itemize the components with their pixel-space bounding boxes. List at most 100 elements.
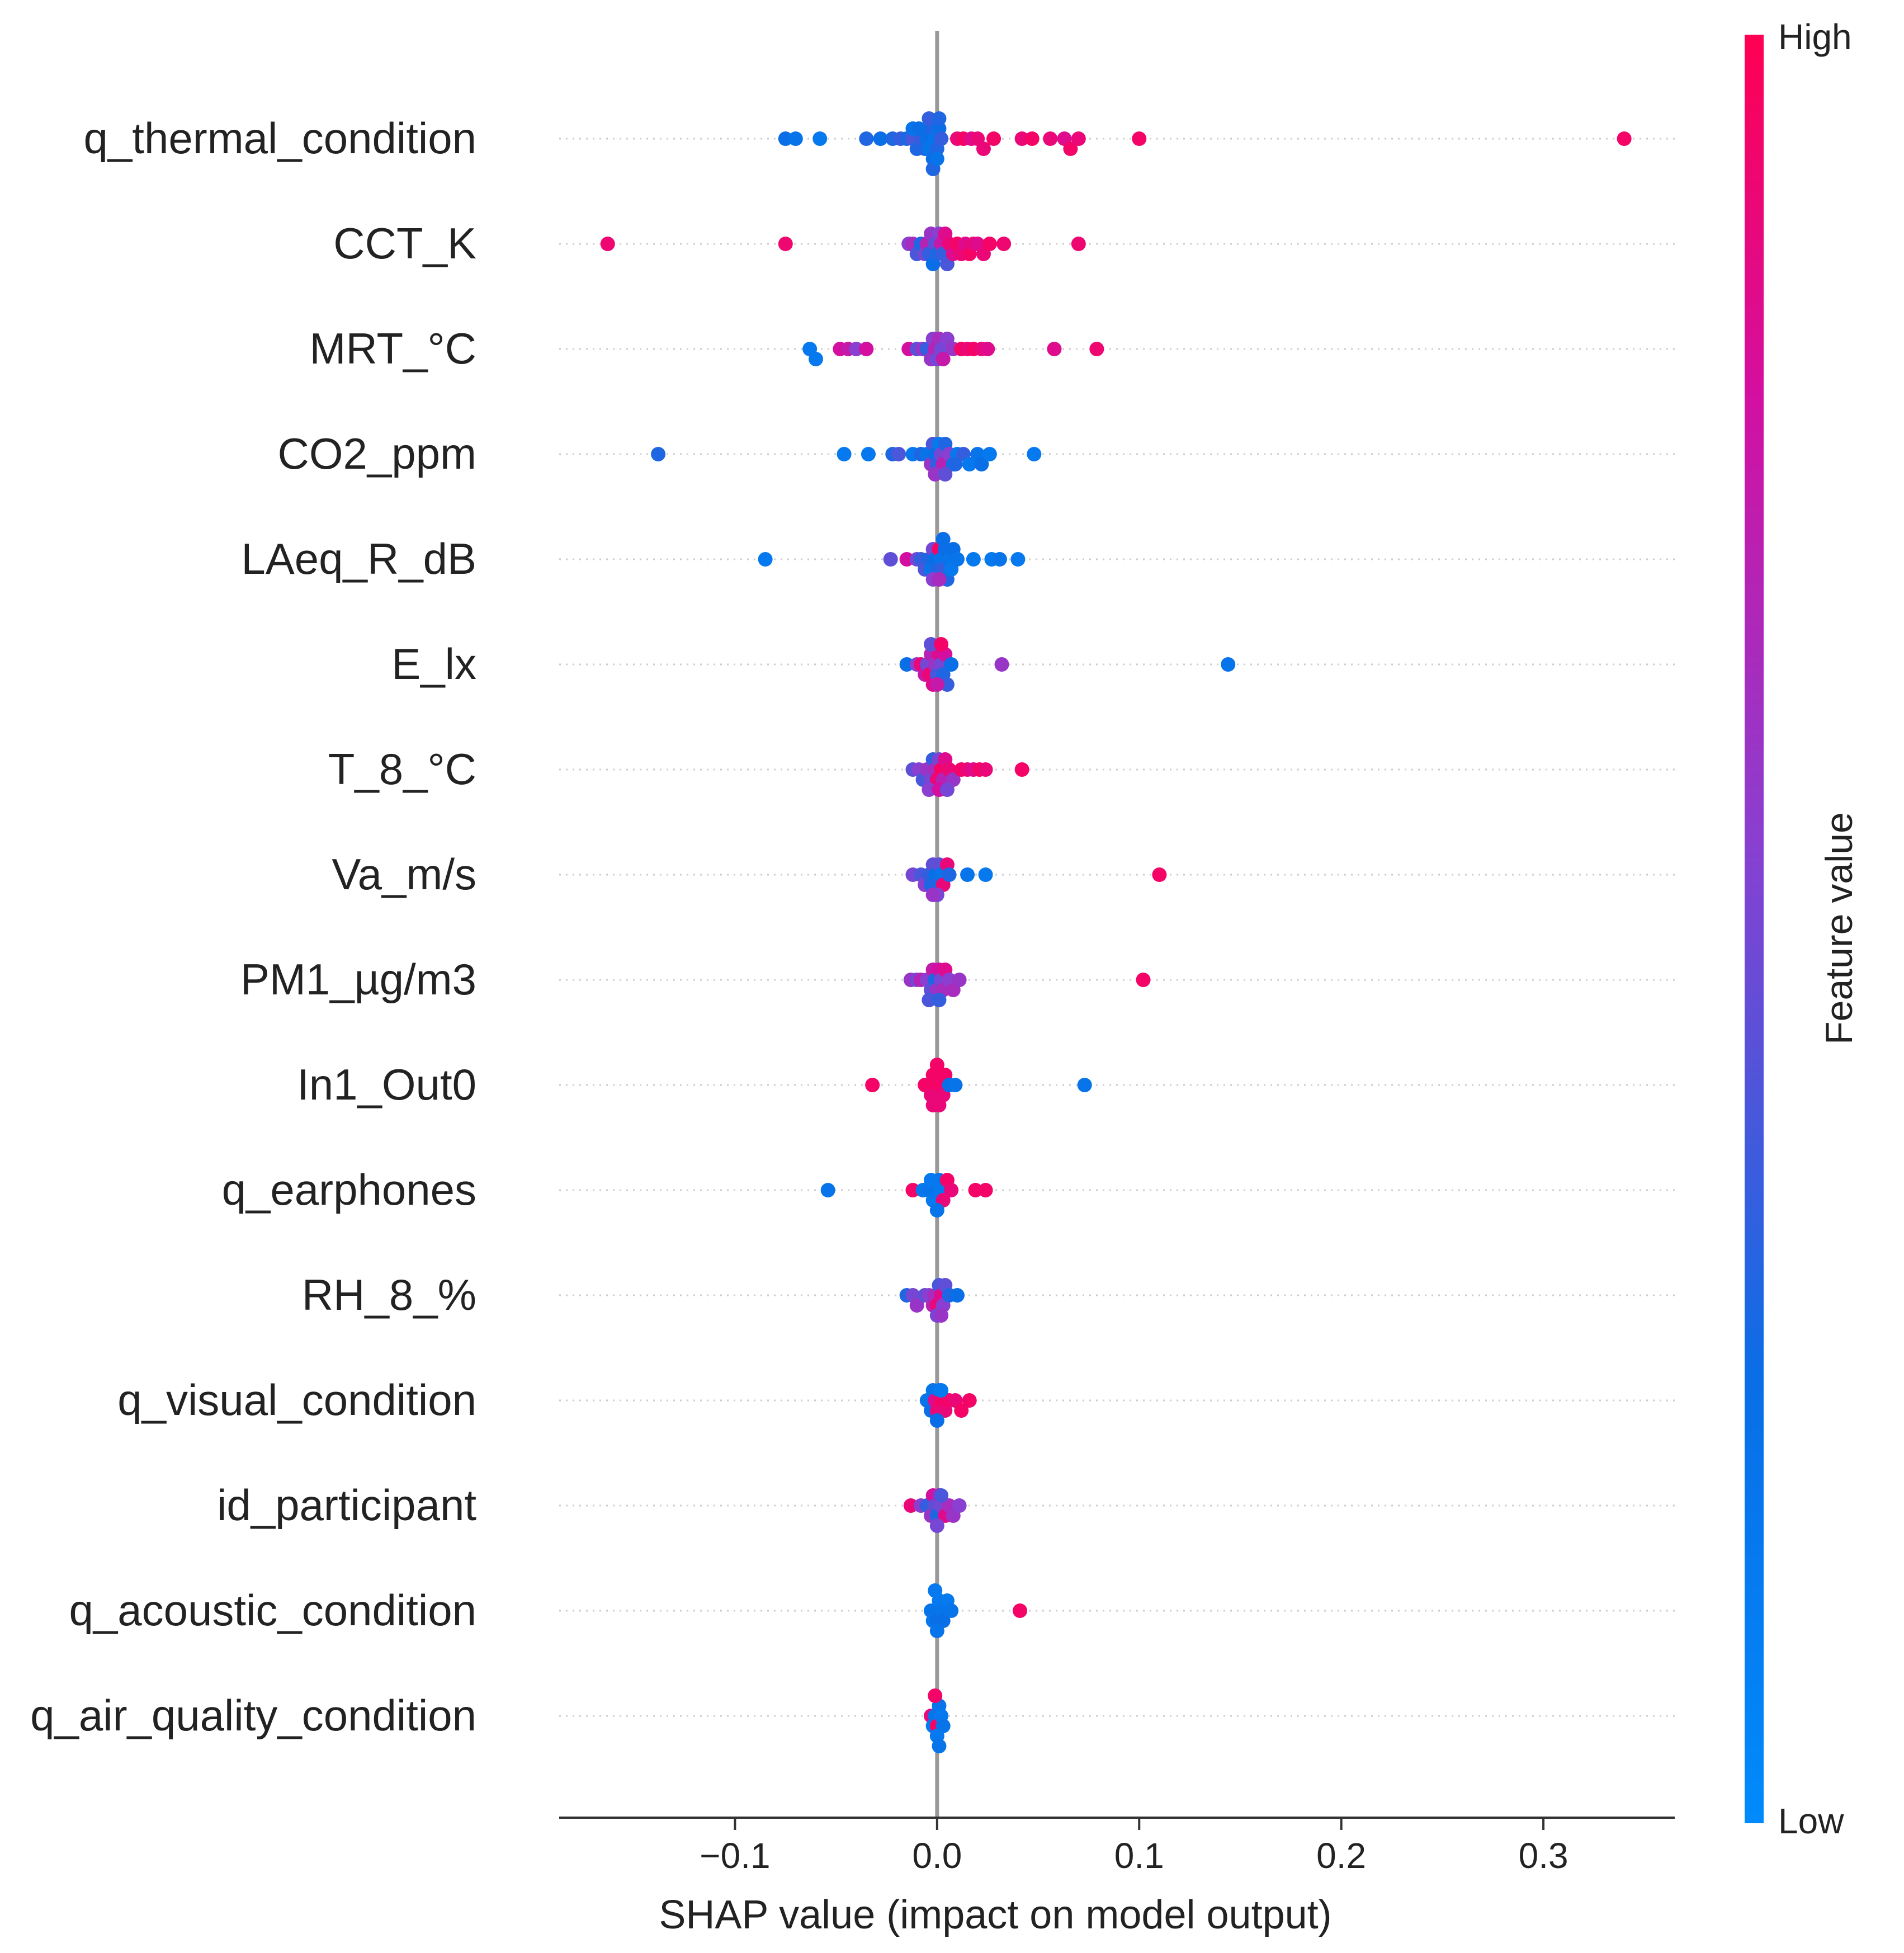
feature-label: CO2_ppm	[278, 429, 477, 478]
feature-label: PM1_µg/m3	[240, 955, 476, 1004]
shap-point	[974, 457, 989, 471]
shap-point	[932, 1098, 947, 1112]
shap-point	[949, 552, 965, 567]
shap-point	[1071, 237, 1086, 251]
shap-point	[936, 352, 951, 366]
shap-point	[1027, 447, 1042, 461]
shap-point	[960, 867, 975, 882]
shap-point	[820, 1183, 835, 1197]
shap-point	[978, 762, 993, 777]
shap-point	[1221, 657, 1236, 672]
shap-point	[932, 111, 947, 126]
feature-label: MRT_°C	[310, 324, 476, 373]
shap-point	[929, 1413, 944, 1428]
shap-point	[849, 342, 864, 356]
shap-point	[883, 552, 898, 567]
shap-point	[934, 1383, 949, 1398]
shap-point	[651, 447, 666, 461]
beeswarm-points	[600, 111, 1632, 1753]
shap-point	[899, 552, 914, 567]
shap-point	[1010, 552, 1026, 567]
shap-point	[948, 1078, 963, 1092]
x-axis: −0.1 0.0 0.1 0.2 0.3	[559, 1817, 1675, 1876]
shap-point	[938, 467, 953, 482]
shap-point	[1014, 131, 1029, 146]
shap-point	[1014, 762, 1029, 777]
shap-point	[859, 342, 874, 356]
shap-point	[909, 1298, 924, 1313]
colorbar-high-label: High	[1778, 17, 1852, 57]
shap-point	[934, 1308, 949, 1323]
shap-point	[929, 152, 944, 166]
shap-point	[929, 1624, 944, 1638]
feature-label: id_participant	[217, 1480, 476, 1530]
shap-point	[976, 141, 991, 156]
shap-point	[992, 552, 1007, 567]
shap-point	[932, 572, 947, 587]
shap-point	[932, 993, 947, 1007]
shap-point	[962, 1393, 977, 1408]
shap-point	[986, 131, 1001, 146]
shap-point	[1617, 131, 1632, 146]
shap-point	[865, 1078, 880, 1092]
shap-point	[934, 637, 949, 652]
shap-point	[911, 121, 927, 136]
x-axis-label: SHAP value (impact on model output)	[659, 1893, 1331, 1937]
shap-point	[778, 131, 793, 146]
shap-point	[808, 352, 823, 366]
shap-point	[962, 457, 977, 471]
shap-point	[922, 993, 937, 1007]
shap-point	[788, 131, 803, 146]
shap-point	[942, 867, 957, 882]
shap-point	[922, 782, 937, 797]
shap-point	[1136, 973, 1151, 987]
shap-point	[1089, 342, 1104, 356]
colorbar-gradient	[1745, 35, 1764, 1823]
row-guides	[559, 138, 1675, 1717]
feature-label: q_visual_condition	[117, 1375, 476, 1424]
shap-point	[952, 973, 967, 987]
x-tick-label: −0.1	[700, 1836, 770, 1876]
shap-point	[891, 447, 906, 461]
shap-point	[982, 237, 997, 251]
shap-point	[949, 1288, 965, 1303]
shap-point	[929, 677, 944, 692]
shap-point	[952, 1498, 967, 1513]
shap-point	[934, 1488, 949, 1503]
shap-point	[922, 111, 937, 126]
shap-point	[778, 237, 793, 251]
feature-label: RH_8_%	[302, 1270, 476, 1319]
shap-point	[1132, 131, 1147, 146]
colorbar: High Low Feature value	[1745, 17, 1860, 1841]
x-tick-label: 0.2	[1316, 1836, 1366, 1876]
shap-point	[1013, 1603, 1028, 1618]
shap-point	[758, 552, 773, 567]
shap-point	[924, 1173, 938, 1187]
feature-label: CCT_K	[333, 219, 476, 268]
feature-label: q_acoustic_condition	[69, 1586, 476, 1635]
feature-label: In1_Out0	[297, 1060, 476, 1109]
shap-point	[948, 457, 963, 471]
shap-point	[925, 888, 941, 902]
feature-label: LAeq_R_dB	[241, 534, 476, 583]
shap-point	[1024, 131, 1040, 146]
shap-point	[812, 131, 828, 146]
shap-point	[1152, 867, 1167, 882]
x-tick-label: 0.1	[1114, 1836, 1164, 1876]
feature-label: T_8_°C	[328, 744, 476, 794]
shap-point	[954, 1403, 969, 1418]
shap-point	[996, 237, 1012, 251]
shap-point	[903, 1498, 918, 1513]
shap-point	[1071, 131, 1086, 146]
shap-point	[1077, 1078, 1092, 1092]
feature-label: Va_m/s	[332, 850, 476, 899]
shap-point	[944, 1603, 959, 1618]
shap-point	[1063, 141, 1078, 156]
shap-point	[928, 1688, 943, 1703]
shap-point	[936, 532, 951, 546]
shap-point	[994, 657, 1009, 672]
feature-label: q_thermal_condition	[84, 114, 476, 163]
shap-point	[939, 677, 955, 692]
shap-point	[934, 131, 949, 146]
